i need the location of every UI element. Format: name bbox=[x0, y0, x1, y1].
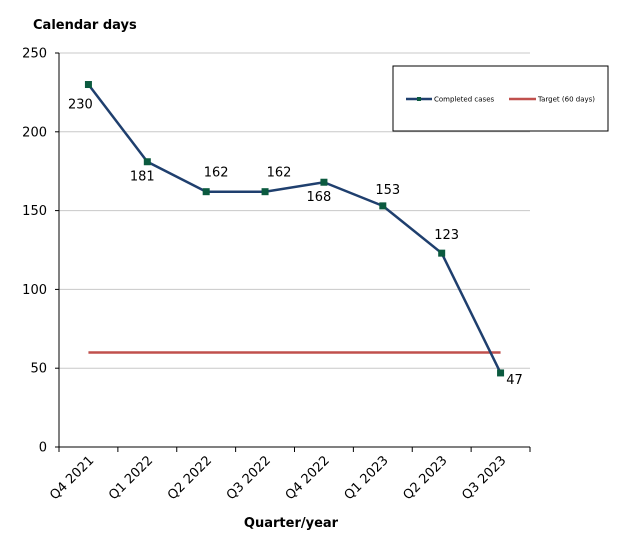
legend-marker-completed bbox=[417, 97, 421, 101]
data-label: 123 bbox=[434, 228, 459, 243]
x-tick-label: Q4 2022 bbox=[283, 453, 333, 503]
legend-label-target: Target (60 days) bbox=[537, 96, 595, 104]
y-axis-title: Calendar days bbox=[33, 18, 137, 33]
x-axis-title: Quarter/year bbox=[244, 516, 339, 531]
y-tick-label: 250 bbox=[22, 47, 47, 62]
data-point-marker bbox=[379, 202, 387, 210]
data-label: 168 bbox=[307, 190, 332, 205]
data-point-marker bbox=[497, 369, 505, 377]
data-label: 162 bbox=[204, 166, 229, 181]
data-point-marker bbox=[320, 178, 328, 186]
data-point-marker bbox=[438, 249, 446, 257]
y-tick-label: 200 bbox=[22, 125, 47, 140]
data-label: 181 bbox=[130, 170, 155, 185]
data-label: 230 bbox=[68, 98, 93, 113]
y-tick-label: 0 bbox=[39, 441, 47, 456]
y-tick-label: 50 bbox=[30, 362, 47, 377]
data-point-marker bbox=[261, 188, 269, 196]
x-tick-label: Q3 2022 bbox=[224, 453, 274, 503]
legend: Completed cases Target (60 days) bbox=[392, 65, 609, 132]
x-tick-label: Q3 2023 bbox=[459, 453, 509, 503]
x-tick-label: Q1 2022 bbox=[106, 453, 156, 503]
x-tick-label: Q2 2022 bbox=[165, 453, 215, 503]
legend-label-completed: Completed cases bbox=[434, 96, 494, 104]
data-point-marker bbox=[202, 188, 210, 196]
x-tick-label: Q2 2023 bbox=[400, 453, 450, 503]
data-label: 47 bbox=[506, 373, 523, 388]
y-tick-label: 100 bbox=[22, 283, 47, 298]
data-point-marker bbox=[143, 158, 151, 166]
completed-cases-line bbox=[87, 83, 502, 374]
x-tick-label: Q1 2023 bbox=[342, 453, 392, 503]
data-label: 153 bbox=[375, 183, 400, 198]
x-tick-label: Q4 2021 bbox=[47, 453, 97, 503]
data-label: 162 bbox=[267, 166, 292, 181]
y-tick-label: 150 bbox=[22, 204, 47, 219]
data-point-marker bbox=[84, 81, 92, 89]
